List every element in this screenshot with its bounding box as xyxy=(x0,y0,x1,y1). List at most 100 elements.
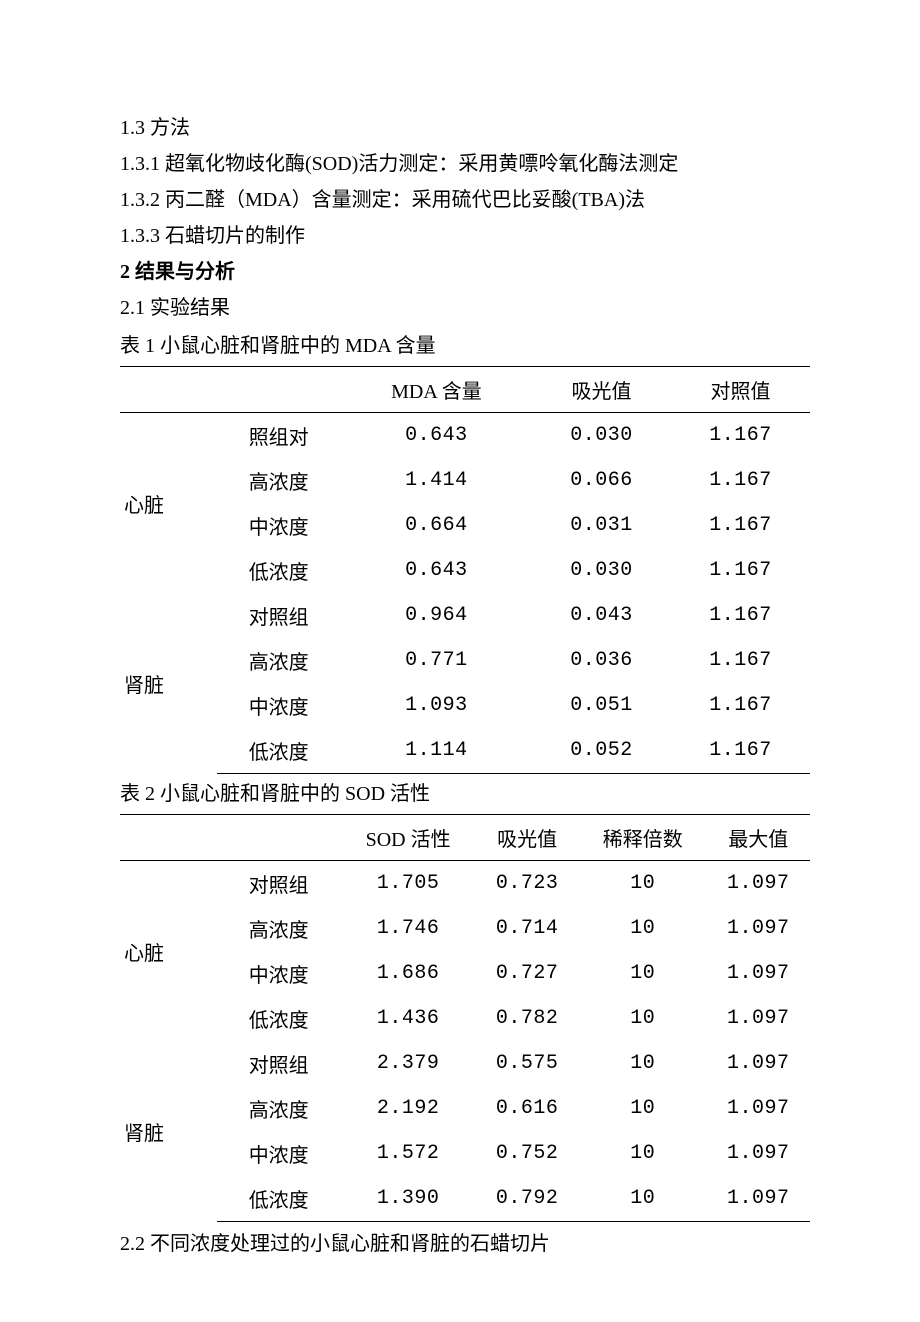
table-header: 对照值 xyxy=(671,367,810,413)
organ-cell: 心脏 xyxy=(120,413,217,594)
label-cell: 高浓度 xyxy=(217,638,341,683)
value-cell: 0.616 xyxy=(475,1086,578,1131)
value-cell: 1.097 xyxy=(707,861,810,907)
value-cell: 1.436 xyxy=(341,996,476,1041)
value-cell: 0.664 xyxy=(341,503,532,548)
table-header: 最大值 xyxy=(707,815,810,861)
section-1-3: 1.3 方法 xyxy=(120,110,810,146)
value-cell: 0.036 xyxy=(532,638,671,683)
label-cell: 照组对 xyxy=(217,413,341,459)
label-cell: 高浓度 xyxy=(217,906,341,951)
table-row: 低浓度 1.436 0.782 10 1.097 xyxy=(120,996,810,1041)
table-2-caption: 表 2 小鼠心脏和肾脏中的 SOD 活性 xyxy=(120,776,810,812)
section-1-3-3: 1.3.3 石蜡切片的制作 xyxy=(120,218,810,254)
value-cell: 0.031 xyxy=(532,503,671,548)
value-cell: 10 xyxy=(579,951,707,996)
table-2-header-row: SOD 活性 吸光值 稀释倍数 最大值 xyxy=(120,815,810,861)
value-cell: 10 xyxy=(579,1176,707,1222)
value-cell: 1.390 xyxy=(341,1176,476,1222)
value-cell: 10 xyxy=(579,996,707,1041)
value-cell: 0.052 xyxy=(532,728,671,774)
value-cell: 1.686 xyxy=(341,951,476,996)
table-header xyxy=(120,815,217,861)
value-cell: 1.097 xyxy=(707,951,810,996)
label-cell: 对照组 xyxy=(217,861,341,907)
section-1-3-1: 1.3.1 超氧化物歧化酶(SOD)活力测定：采用黄嘌呤氧化酶法测定 xyxy=(120,146,810,182)
table-1-caption: 表 1 小鼠心脏和肾脏中的 MDA 含量 xyxy=(120,328,810,364)
value-cell: 0.792 xyxy=(475,1176,578,1222)
table-header xyxy=(217,367,341,413)
value-cell: 0.066 xyxy=(532,458,671,503)
table-row: 低浓度 1.114 0.052 1.167 xyxy=(120,728,810,774)
value-cell: 2.379 xyxy=(341,1041,476,1086)
table-header: 吸光值 xyxy=(532,367,671,413)
table-row: 高浓度 2.192 0.616 10 1.097 xyxy=(120,1086,810,1131)
table-2-group-kidney: 肾脏 对照组 2.379 0.575 10 1.097 高浓度 2.192 0.… xyxy=(120,1041,810,1222)
table-header xyxy=(217,815,341,861)
section-2-1: 2.1 实验结果 xyxy=(120,290,810,326)
organ-cell: 肾脏 xyxy=(120,1041,217,1222)
label-cell: 对照组 xyxy=(217,593,341,638)
value-cell: 1.097 xyxy=(707,906,810,951)
section-1-3-2: 1.3.2 丙二醛（MDA）含量测定：采用硫代巴比妥酸(TBA)法 xyxy=(120,182,810,218)
value-cell: 1.705 xyxy=(341,861,476,907)
value-cell: 1.746 xyxy=(341,906,476,951)
value-cell: 0.727 xyxy=(475,951,578,996)
value-cell: 0.782 xyxy=(475,996,578,1041)
value-cell: 0.964 xyxy=(341,593,532,638)
section-2-2: 2.2 不同浓度处理过的小鼠心脏和肾脏的石蜡切片 xyxy=(120,1226,810,1262)
table-2: SOD 活性 吸光值 稀释倍数 最大值 心脏 对照组 1.705 0.723 1… xyxy=(120,814,810,1222)
table-header: MDA 含量 xyxy=(341,367,532,413)
table-row: 中浓度 0.664 0.031 1.167 xyxy=(120,503,810,548)
value-cell: 0.723 xyxy=(475,861,578,907)
value-cell: 1.097 xyxy=(707,1041,810,1086)
value-cell: 0.752 xyxy=(475,1131,578,1176)
value-cell: 1.572 xyxy=(341,1131,476,1176)
table-1-group-heart: 心脏 照组对 0.643 0.030 1.167 高浓度 1.414 0.066… xyxy=(120,413,810,594)
document-page: 1.3 方法 1.3.1 超氧化物歧化酶(SOD)活力测定：采用黄嘌呤氧化酶法测… xyxy=(0,0,920,1322)
table-row: 低浓度 1.390 0.792 10 1.097 xyxy=(120,1176,810,1222)
table-1: MDA 含量 吸光值 对照值 心脏 照组对 0.643 0.030 1.167 … xyxy=(120,366,810,774)
label-cell: 低浓度 xyxy=(217,1176,341,1222)
table-header: 吸光值 xyxy=(475,815,578,861)
table-2-group-heart: 心脏 对照组 1.705 0.723 10 1.097 高浓度 1.746 0.… xyxy=(120,861,810,1042)
table-header xyxy=(120,367,217,413)
value-cell: 1.414 xyxy=(341,458,532,503)
table-1-header-row: MDA 含量 吸光值 对照值 xyxy=(120,367,810,413)
table-row: 肾脏 对照组 0.964 0.043 1.167 xyxy=(120,593,810,638)
table-row: 高浓度 0.771 0.036 1.167 xyxy=(120,638,810,683)
section-2-heading: 2 结果与分析 xyxy=(120,254,810,290)
value-cell: 0.030 xyxy=(532,548,671,593)
label-cell: 高浓度 xyxy=(217,458,341,503)
value-cell: 1.093 xyxy=(341,683,532,728)
organ-cell: 肾脏 xyxy=(120,593,217,774)
value-cell: 0.771 xyxy=(341,638,532,683)
value-cell: 10 xyxy=(579,1131,707,1176)
value-cell: 0.643 xyxy=(341,413,532,459)
value-cell: 1.097 xyxy=(707,1176,810,1222)
value-cell: 1.167 xyxy=(671,458,810,503)
label-cell: 低浓度 xyxy=(217,548,341,593)
label-cell: 对照组 xyxy=(217,1041,341,1086)
value-cell: 10 xyxy=(579,906,707,951)
value-cell: 0.043 xyxy=(532,593,671,638)
value-cell: 0.030 xyxy=(532,413,671,459)
table-header: SOD 活性 xyxy=(341,815,476,861)
table-row: 中浓度 1.572 0.752 10 1.097 xyxy=(120,1131,810,1176)
label-cell: 中浓度 xyxy=(217,1131,341,1176)
value-cell: 1.167 xyxy=(671,413,810,459)
table-header: 稀释倍数 xyxy=(579,815,707,861)
value-cell: 0.714 xyxy=(475,906,578,951)
label-cell: 低浓度 xyxy=(217,728,341,774)
label-cell: 中浓度 xyxy=(217,683,341,728)
table-row: 高浓度 1.746 0.714 10 1.097 xyxy=(120,906,810,951)
value-cell: 0.575 xyxy=(475,1041,578,1086)
value-cell: 10 xyxy=(579,861,707,907)
value-cell: 2.192 xyxy=(341,1086,476,1131)
table-row: 中浓度 1.093 0.051 1.167 xyxy=(120,683,810,728)
label-cell: 中浓度 xyxy=(217,503,341,548)
value-cell: 1.097 xyxy=(707,1086,810,1131)
value-cell: 10 xyxy=(579,1041,707,1086)
table-row: 心脏 对照组 1.705 0.723 10 1.097 xyxy=(120,861,810,907)
label-cell: 中浓度 xyxy=(217,951,341,996)
